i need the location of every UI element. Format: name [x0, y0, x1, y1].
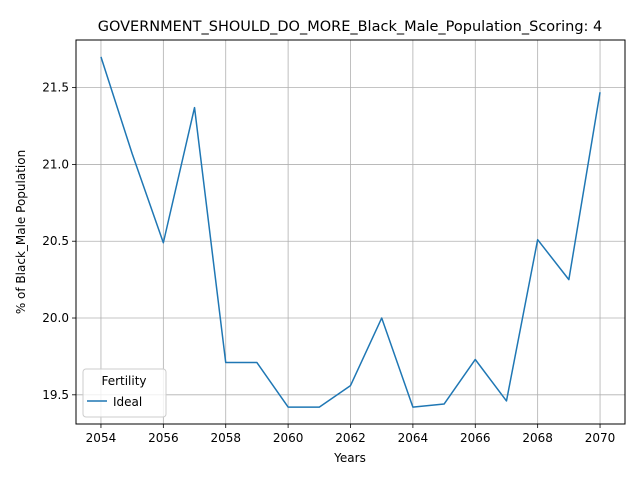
y-tick-label: 19.5	[42, 388, 69, 402]
ticks: 2054 2056 2058 2060 2062 2064 2066 2068 2070 19.5…	[42, 81, 615, 445]
grid	[76, 40, 625, 424]
series-line-ideal	[100, 56, 601, 408]
x-tick-label: 2062	[335, 431, 366, 445]
x-tick-label: 2060	[273, 431, 304, 445]
y-tick-label: 20.5	[42, 234, 69, 248]
x-tick-label: 2068	[522, 431, 553, 445]
legend: Fertility Ideal	[82, 368, 167, 418]
legend-title: Fertility	[101, 374, 146, 388]
y-tick-label: 20.0	[42, 311, 69, 325]
plot-area: 2054 2056 2058 2060 2062 2064 2066 2068 2070 19.5…	[42, 39, 626, 445]
chart-title: GOVERNMENT_SHOULD_DO_MORE_Black_Male_Pop…	[98, 19, 603, 35]
axes-frame	[75, 39, 626, 425]
x-tick-label: 2054	[86, 431, 117, 445]
x-tick-label: 2070	[585, 431, 616, 445]
x-tick-label: 2064	[398, 431, 429, 445]
y-tick-label: 21.5	[42, 81, 69, 95]
x-tick-label: 2066	[460, 431, 491, 445]
y-tick-label: 21.0	[42, 157, 69, 171]
x-tick-label: 2058	[210, 431, 241, 445]
y-axis-label: % of Black_Male Population	[14, 150, 28, 314]
legend-label: Ideal	[113, 395, 142, 409]
series-lines	[100, 56, 601, 408]
legend-box	[82, 368, 167, 418]
x-tick-label: 2056	[148, 431, 179, 445]
x-axis-label: Years	[333, 451, 366, 465]
